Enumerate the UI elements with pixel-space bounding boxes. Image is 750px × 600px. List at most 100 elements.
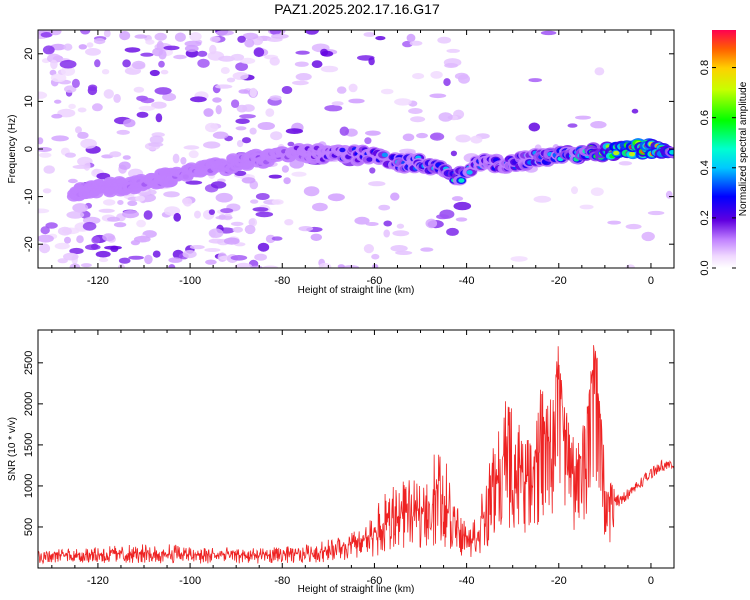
heatmap-cell bbox=[103, 89, 115, 99]
heatmap-cell bbox=[145, 39, 155, 45]
colorbar-tick-label: 0.8 bbox=[699, 60, 711, 75]
heatmap-cell bbox=[365, 130, 381, 136]
heatmap-cell bbox=[232, 226, 243, 233]
heatmap-cell bbox=[453, 201, 472, 211]
heatmap-cell bbox=[320, 65, 339, 73]
heatmap-cell bbox=[72, 203, 89, 213]
heatmap-cell bbox=[528, 78, 542, 83]
heatmap-cell bbox=[205, 259, 217, 265]
heatmap-cell bbox=[38, 234, 54, 243]
heatmap-cell bbox=[138, 105, 156, 111]
heatmap-cell bbox=[124, 47, 141, 53]
heatmap-cell bbox=[287, 141, 295, 147]
heatmap-cell bbox=[390, 192, 400, 201]
heatmap-cell bbox=[412, 73, 425, 80]
heatmap-cell bbox=[69, 247, 84, 255]
colorbar-ticks: 0.0 0.2 0.4 0.6 0.8 bbox=[699, 60, 736, 276]
heatmap-cell bbox=[647, 210, 665, 216]
heatmap-cell bbox=[132, 60, 146, 70]
heatmap-cell bbox=[136, 219, 147, 228]
spectrogram-ylabel: Frequency (Hz) bbox=[7, 115, 18, 184]
heatmap-cell bbox=[38, 137, 44, 145]
heatmap-cell bbox=[210, 181, 227, 189]
heatmap-cell bbox=[42, 45, 55, 55]
heatmap-cell bbox=[107, 216, 120, 222]
heatmap-ridge-cell bbox=[116, 178, 123, 184]
heatmap-ridge-cell bbox=[182, 174, 189, 179]
heatmap-cell bbox=[149, 69, 160, 77]
heatmap-cell bbox=[212, 131, 229, 139]
colorbar-gradient bbox=[712, 30, 736, 268]
x-tick-label: -100 bbox=[179, 575, 201, 587]
heatmap-ridge-cell bbox=[107, 190, 114, 195]
figure-title: PAZ1.2025.202.17.16.G17 bbox=[274, 1, 440, 17]
heatmap-cell bbox=[510, 256, 528, 262]
heatmap-cell bbox=[425, 218, 438, 229]
colorbar-tick-label: 0.2 bbox=[699, 210, 711, 225]
heatmap-cell bbox=[390, 245, 408, 252]
heatmap-cell bbox=[118, 263, 125, 268]
heatmap-cell bbox=[540, 30, 557, 36]
heatmap-cell bbox=[594, 67, 605, 76]
x-tick-label: -60 bbox=[366, 275, 382, 287]
heatmap-cell bbox=[444, 63, 458, 68]
heatmap-cell bbox=[354, 216, 370, 225]
heatmap-cell bbox=[438, 112, 453, 122]
heatmap-cell bbox=[429, 93, 447, 99]
heatmap-cell bbox=[239, 114, 256, 119]
heatmap-cell bbox=[271, 236, 283, 241]
heatmap-ridge-cell bbox=[366, 157, 373, 162]
heatmap-cell bbox=[446, 48, 461, 53]
heatmap-cell bbox=[363, 32, 376, 37]
heatmap-cell bbox=[154, 32, 167, 41]
heatmap-ridge-cell bbox=[613, 150, 620, 156]
heatmap-cell bbox=[369, 167, 376, 174]
heatmap-cell bbox=[215, 105, 222, 115]
snr-panel: -120 -100 -80 -60 -40 -20 0 500 1000 1500 2000 2500… bbox=[7, 329, 675, 595]
heatmap-cell bbox=[394, 98, 412, 106]
heatmap-cell bbox=[220, 67, 230, 74]
y-tick-label: 2500 bbox=[23, 351, 35, 375]
heatmap-cell bbox=[212, 97, 222, 103]
heatmap-cell bbox=[248, 218, 256, 226]
heatmap-cell bbox=[363, 244, 374, 254]
heatmap-cell bbox=[54, 242, 70, 250]
heatmap-cell bbox=[294, 61, 309, 67]
heatmap-cell bbox=[375, 36, 386, 41]
x-tick-label: -60 bbox=[366, 575, 382, 587]
heatmap-ridge-cell bbox=[458, 178, 465, 183]
snr-ylabel: SNR (10 * v/v) bbox=[7, 417, 18, 481]
x-tick-label: -120 bbox=[87, 275, 109, 287]
heatmap-cell bbox=[173, 54, 187, 60]
heatmap-cell bbox=[590, 121, 607, 129]
heatmap-cell bbox=[365, 222, 379, 226]
colorbar-tick-label: 0.4 bbox=[699, 160, 711, 175]
heatmap-cell bbox=[101, 69, 110, 75]
y-tick-label: 20 bbox=[23, 48, 35, 60]
heatmap-cell bbox=[310, 233, 322, 241]
x-tick-label: 0 bbox=[648, 575, 654, 587]
heatmap-cell bbox=[50, 59, 58, 70]
heatmap-cell bbox=[209, 36, 221, 43]
heatmap-cell bbox=[135, 195, 146, 202]
heatmap-cell bbox=[641, 231, 655, 242]
heatmap-cell bbox=[64, 236, 71, 244]
spectrogram-xlabel: Height of straight line (km) bbox=[298, 285, 415, 296]
heatmap-cell bbox=[240, 57, 256, 64]
heatmap-cell bbox=[281, 86, 293, 94]
heatmap-cell bbox=[298, 226, 314, 232]
y-tick-label: 10 bbox=[23, 95, 35, 107]
heatmap-cell bbox=[113, 222, 127, 228]
heatmap-cell bbox=[197, 58, 210, 68]
heatmap-cell bbox=[395, 250, 413, 255]
heatmap-cell bbox=[269, 57, 280, 66]
heatmap-cell bbox=[78, 44, 88, 50]
heatmap-cell bbox=[188, 150, 199, 159]
heatmap-cell bbox=[118, 257, 131, 264]
heatmap-cell bbox=[64, 152, 76, 158]
heatmap-cell bbox=[183, 145, 200, 150]
heatmap-cell bbox=[378, 204, 391, 211]
heatmap-cell bbox=[140, 97, 155, 104]
heatmap-cell bbox=[289, 159, 305, 169]
